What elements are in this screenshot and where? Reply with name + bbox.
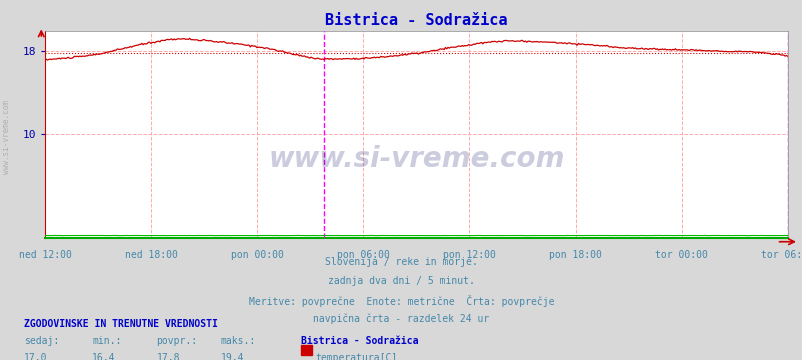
Text: pon 00:00: pon 00:00 bbox=[230, 250, 283, 260]
Text: navpična črta - razdelek 24 ur: navpična črta - razdelek 24 ur bbox=[313, 314, 489, 324]
Text: 17,8: 17,8 bbox=[156, 353, 180, 360]
Text: www.si-vreme.com: www.si-vreme.com bbox=[268, 145, 564, 173]
Text: ned 18:00: ned 18:00 bbox=[124, 250, 177, 260]
Text: sedaj:: sedaj: bbox=[24, 336, 59, 346]
Text: zadnja dva dni / 5 minut.: zadnja dva dni / 5 minut. bbox=[328, 276, 474, 286]
Text: povpr.:: povpr.: bbox=[156, 336, 197, 346]
Text: 17,0: 17,0 bbox=[24, 353, 47, 360]
Text: maks.:: maks.: bbox=[221, 336, 256, 346]
Text: 19,4: 19,4 bbox=[221, 353, 244, 360]
Text: min.:: min.: bbox=[92, 336, 122, 346]
Text: tor 00:00: tor 00:00 bbox=[654, 250, 707, 260]
Title: Bistrica - Sodražica: Bistrica - Sodražica bbox=[325, 13, 507, 28]
Text: pon 12:00: pon 12:00 bbox=[443, 250, 495, 260]
Text: 16,4: 16,4 bbox=[92, 353, 115, 360]
Text: temperatura[C]: temperatura[C] bbox=[315, 353, 397, 360]
Text: www.si-vreme.com: www.si-vreme.com bbox=[2, 100, 11, 174]
Text: pon 06:00: pon 06:00 bbox=[337, 250, 389, 260]
Text: Meritve: povprečne  Enote: metrične  Črta: povprečje: Meritve: povprečne Enote: metrične Črta:… bbox=[249, 295, 553, 307]
Text: ned 12:00: ned 12:00 bbox=[18, 250, 71, 260]
Text: pon 18:00: pon 18:00 bbox=[549, 250, 602, 260]
Text: Bistrica - Sodražica: Bistrica - Sodražica bbox=[301, 336, 418, 346]
Text: tor 06:00: tor 06:00 bbox=[760, 250, 802, 260]
Text: Slovenija / reke in morje.: Slovenija / reke in morje. bbox=[325, 257, 477, 267]
Text: ZGODOVINSKE IN TRENUTNE VREDNOSTI: ZGODOVINSKE IN TRENUTNE VREDNOSTI bbox=[24, 319, 217, 329]
